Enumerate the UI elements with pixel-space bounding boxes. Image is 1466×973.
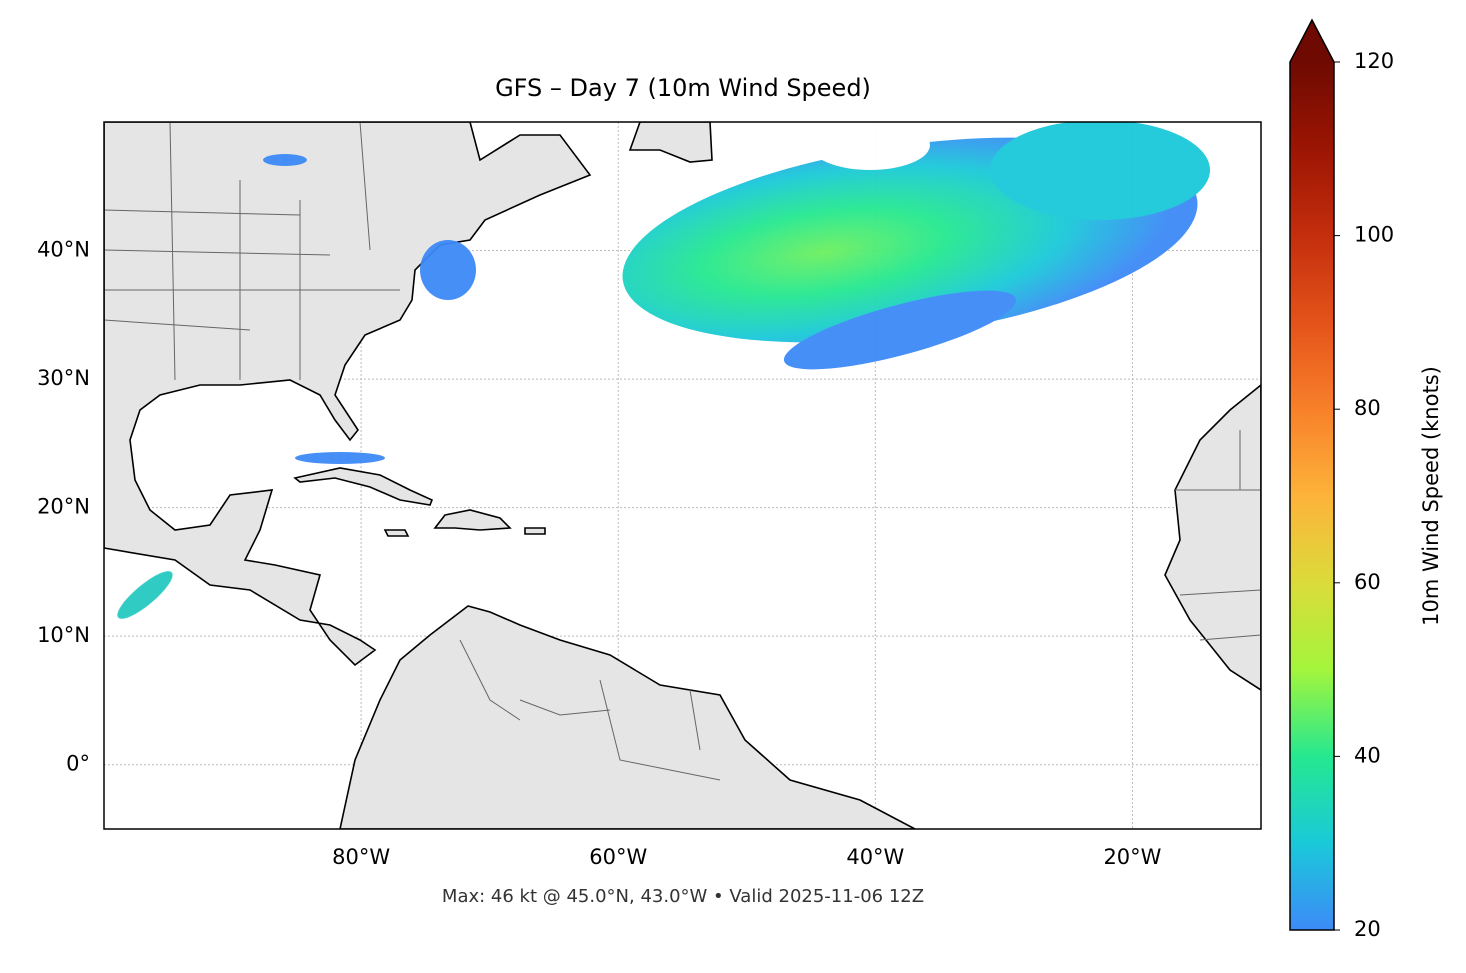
- newfoundland: [628, 122, 713, 163]
- colorbar-tick-label: 100: [1354, 223, 1394, 247]
- wind-field: [117, 122, 1210, 619]
- country-borders: [459, 639, 721, 781]
- y-tick-label: 10°N: [37, 623, 90, 647]
- colorbar: [1290, 62, 1334, 930]
- colorbar-outline: [1289, 18, 1335, 931]
- chart-title: GFS – Day 7 (10m Wind Speed): [495, 74, 871, 102]
- cuba: [293, 467, 434, 506]
- colorbar-tick-label: 120: [1354, 49, 1394, 73]
- map-frame: [103, 121, 1262, 830]
- colorbar-extend: [1290, 20, 1334, 62]
- x-tick-label: 60°W: [589, 845, 647, 869]
- colorbar-label: 10m Wind Speed (knots): [1419, 366, 1443, 626]
- y-tick-label: 20°N: [37, 495, 90, 519]
- state-borders: [104, 122, 400, 381]
- map-area: [104, 122, 1261, 829]
- footer-note: Max: 46 kt @ 45.0°N, 43.0°W • Valid 2025…: [442, 886, 924, 907]
- x-tick-label: 80°W: [332, 845, 390, 869]
- africa: [1164, 383, 1261, 691]
- puerto-rico: [524, 527, 546, 535]
- colorbar-tick-label: 80: [1354, 396, 1381, 420]
- y-tick-label: 40°N: [37, 238, 90, 262]
- africa-borders: [1175, 430, 1261, 641]
- colorbar-tick-label: 60: [1354, 570, 1381, 594]
- jamaica: [383, 529, 410, 537]
- colorbar-tick-label: 20: [1354, 917, 1381, 941]
- south-america: [339, 605, 916, 829]
- y-tick-label: 0°: [66, 752, 90, 776]
- y-tick-label: 30°N: [37, 366, 90, 390]
- north-america: [104, 122, 592, 667]
- hispaniola: [433, 509, 512, 531]
- x-tick-label: 40°W: [846, 845, 904, 869]
- colorbar-tick-label: 40: [1354, 743, 1381, 767]
- x-tick-label: 20°W: [1103, 845, 1161, 869]
